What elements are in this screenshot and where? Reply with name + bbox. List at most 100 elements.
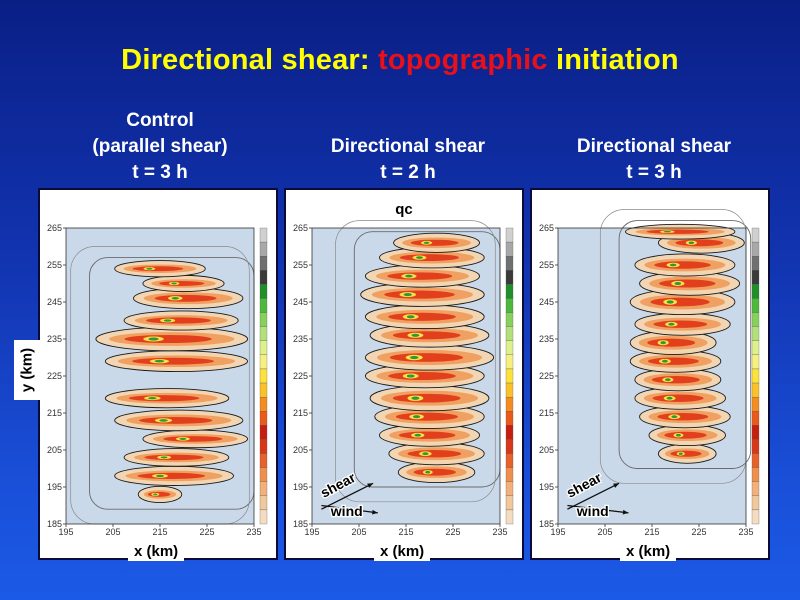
cloud-band-core [399,254,459,262]
cloud-band-max [409,355,419,360]
cloud-band-max [411,333,420,337]
x-tick-label: 195 [58,527,73,537]
colorbar-cell [505,481,514,496]
cloud-band-core [384,290,455,299]
y-tick-label: 255 [47,260,62,270]
colorbar-cell [259,241,268,257]
cloud-band-max [403,293,412,297]
y-tick-label: 215 [539,408,554,418]
y-tick-label: 195 [539,482,554,492]
x-axis-label-1: x (km) [128,542,185,561]
arrow-label: wind [576,503,609,519]
colorbar-cell [751,495,760,511]
cloud-band-core [398,431,456,439]
x-tick-label: 215 [644,527,659,537]
colorbar-cell [259,227,268,243]
cloud-band [137,485,183,503]
colorbar-cell [505,453,514,468]
colorbar-cell [751,509,760,525]
x-tick-label: 235 [492,527,507,537]
wind-arrow-annotation: wind [321,502,378,520]
x-tick-label: 225 [199,527,214,537]
colorbar-cell [751,439,760,454]
x-tick-label: 235 [246,527,261,537]
x-axis-label-2: x (km) [374,542,431,561]
colorbar-cell [751,354,760,370]
cloud-band-max [661,359,668,363]
x-tick-label: 195 [304,527,319,537]
cloud-band-max [422,452,429,456]
arrow-label: wind [330,503,363,519]
colorbar-cell [505,326,514,341]
cloud-band [629,349,722,373]
colorbar-cell [505,241,514,257]
cloud-band [114,260,206,278]
colorbar-cell [505,382,514,398]
arrow-line [321,482,374,510]
colorbar-cell [259,467,268,482]
cloud-band-max [414,433,422,437]
y-tick-label: 235 [539,334,554,344]
cloud-band-max [406,374,415,378]
cloud-band [133,287,244,310]
colorbar-cell [259,256,268,271]
cloud-band [104,350,249,372]
cloud-band [629,288,736,316]
terrain-contour [618,220,752,469]
cloud-band [142,429,249,449]
cloud-band [634,368,722,392]
cloud-band-max [675,433,681,437]
x-tick-label: 215 [152,527,167,537]
x-tick-label: 205 [597,527,612,537]
cloud-band-core [154,294,217,302]
cloud-band-max [423,241,430,244]
cloud-band-core [652,394,704,402]
terrain-contour-outer [335,220,496,503]
cloud-band-max [405,274,413,278]
y-tick-label: 245 [47,297,62,307]
colorbar-cell [259,481,268,496]
cloud-band-core [163,436,223,442]
cloud-band-core [646,229,709,234]
cloud-band-max [153,493,158,496]
colorbar-cell [505,509,514,525]
cloud-band-core [670,450,702,457]
colorbar-cell [505,227,514,243]
field-label: qc [395,201,413,218]
arrow-head [367,483,374,488]
colorbar-cell [751,256,760,271]
panel-3-title: Directional shear t = 3 h [576,136,732,183]
cloud-band-max [674,281,682,286]
cloud-band-core [392,393,461,403]
slide-title: Directional shear: topographic initiatio… [121,44,679,76]
y-tick-label: 235 [47,334,62,344]
cloud-band-core [659,279,716,288]
cloud-band-core [146,317,211,324]
x-tick-label: 195 [550,527,565,537]
cloud-band-max [163,319,172,322]
colorbar-cell [259,270,268,285]
cloud-band [388,442,485,466]
cloud-band-max [666,396,673,400]
cloud-band-max [412,415,421,419]
cloud-band-core [388,312,456,321]
colorbar-cell [505,368,514,384]
cloud-band-core [664,431,707,439]
colorbar-cell [259,439,268,454]
y-tick-label: 265 [293,223,308,233]
x-tick-label: 225 [691,527,706,537]
y-axis-label: y (km) [14,340,40,400]
colorbar-cell [259,425,268,440]
arrow-head [613,483,620,488]
colorbar-cell [751,467,760,482]
colorbar-cell [505,396,514,412]
cloud-band-max [416,256,423,259]
cloud-band-core [387,272,453,280]
wind-arrow-annotation: wind [567,502,629,520]
y-tick-label: 265 [539,223,554,233]
cloud-band-max [665,378,671,382]
colorbar-cell [751,298,760,313]
arrow-head [372,509,378,515]
cloud-band-max [406,315,415,319]
colorbar-cell [505,284,514,299]
